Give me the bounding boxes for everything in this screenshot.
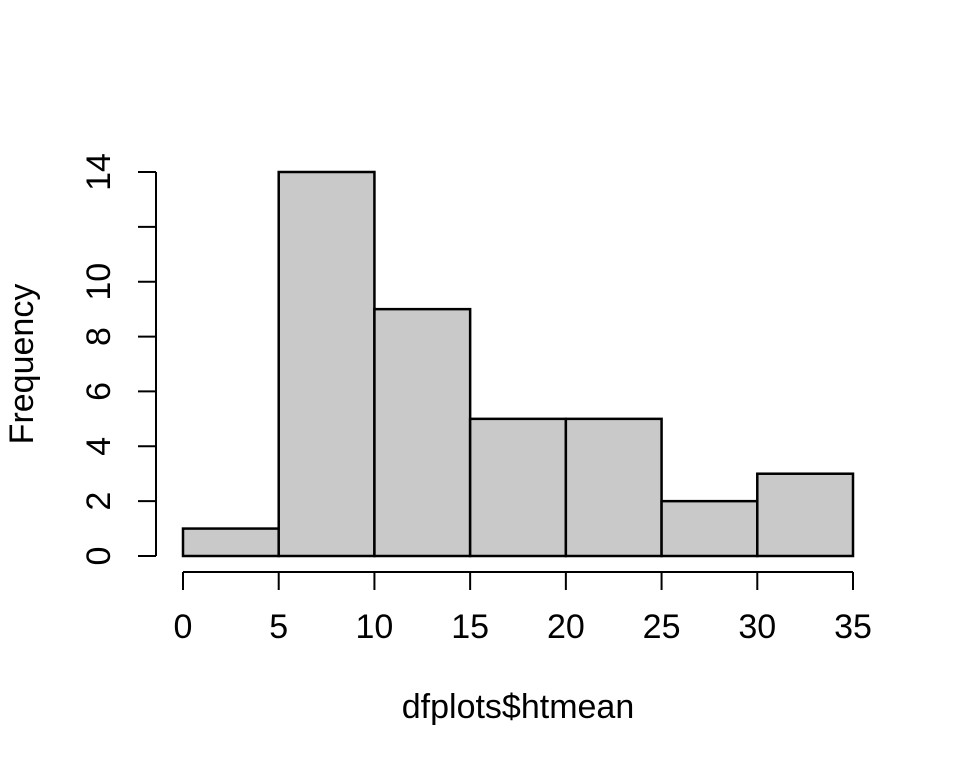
x-tick-label: 30 <box>738 608 776 646</box>
y-tick-label: 2 <box>80 492 118 511</box>
bars-group <box>181 170 855 558</box>
axes-group <box>138 171 854 590</box>
histogram-bar <box>468 417 568 558</box>
x-tick-label: 5 <box>269 608 288 646</box>
x-tick-label: 35 <box>834 608 872 646</box>
y-axis-label: Frequency <box>3 284 41 445</box>
y-tick-label: 4 <box>80 437 118 456</box>
x-axis-label: dfplots$htmean <box>402 688 635 726</box>
y-tick-label: 0 <box>80 547 118 566</box>
y-tick-label: 10 <box>80 263 118 301</box>
y-tick-label: 6 <box>80 382 118 401</box>
histogram-bar <box>660 499 759 558</box>
histogram-bar <box>756 472 855 558</box>
y-tick-label: 8 <box>80 327 118 346</box>
x-tick-label: 0 <box>174 608 193 646</box>
tick-labels-group: 0 2 4 6 8 10 14 0 5 10 15 20 25 30 35 <box>80 153 872 646</box>
x-tick-label: 10 <box>356 608 394 646</box>
x-tick-label: 20 <box>547 608 585 646</box>
x-tick-label: 25 <box>643 608 681 646</box>
y-tick-label: 14 <box>80 153 118 191</box>
x-tick-label: 15 <box>451 608 489 646</box>
histogram-bar <box>373 307 472 558</box>
histogram-bar <box>277 170 376 558</box>
histogram-bar <box>564 417 663 558</box>
histogram-bar <box>181 527 280 558</box>
